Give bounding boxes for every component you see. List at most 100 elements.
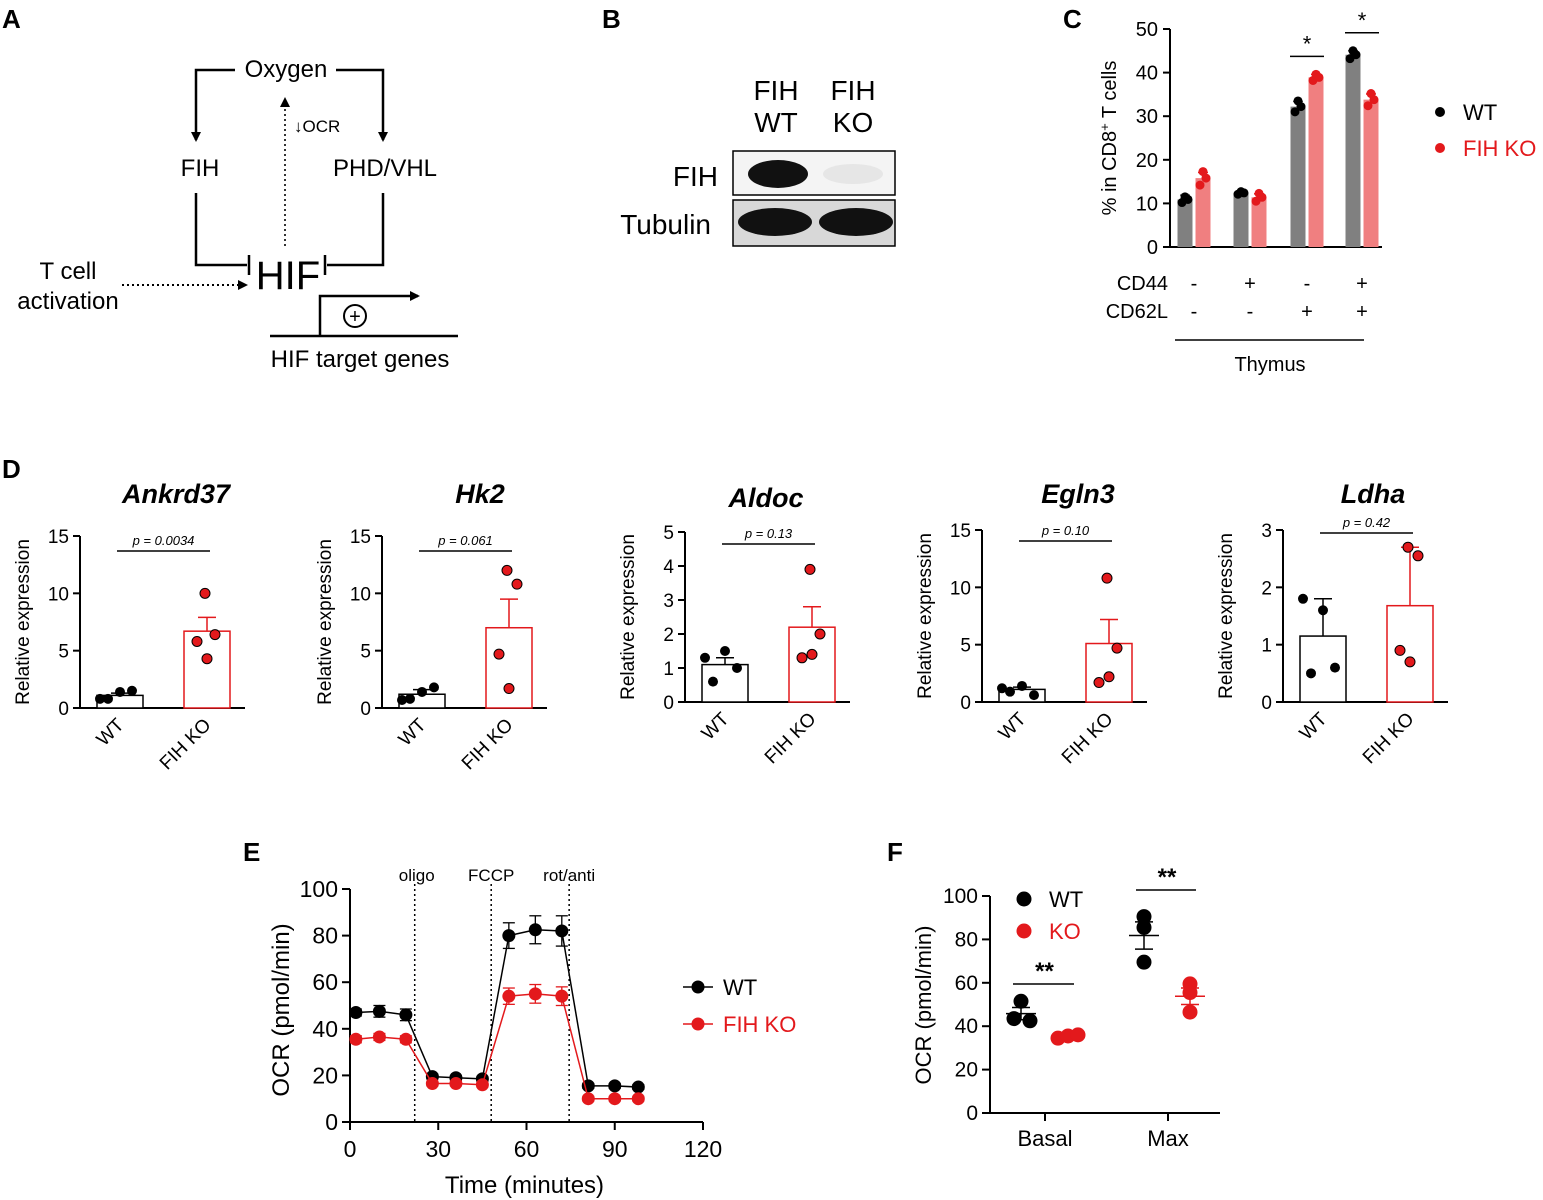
e-y-tick-label: 20 [312, 1062, 338, 1088]
blot-col2-line1: FIH [830, 75, 875, 106]
d-bar-ko [788, 626, 836, 703]
e-point [528, 987, 542, 1001]
e-point [372, 1030, 386, 1044]
e-line-segment [405, 1014, 434, 1077]
e-point [349, 1032, 363, 1046]
e-y-tick-label: 80 [312, 923, 338, 949]
f-point-ko [1070, 1027, 1086, 1043]
e-x-tick-label: 30 [425, 1136, 451, 1162]
c-bar-ko [1363, 99, 1379, 247]
d-y-tick-label: 5 [58, 642, 69, 663]
e-point [349, 1005, 363, 1019]
c-bar-wt [1290, 106, 1306, 247]
d-bar-ko [485, 626, 533, 709]
panel-label-c: C [1063, 4, 1082, 34]
d-point-ko [1093, 677, 1105, 689]
e-series-wt [349, 915, 645, 1094]
c-ylabel-end: T cells [1099, 61, 1121, 124]
f-y-axis-title: OCR (pmol/min) [911, 926, 936, 1085]
d-y-axis-title: Relative expression [915, 533, 936, 699]
f-point-ko [1182, 1004, 1198, 1020]
f-legend-marker [1016, 891, 1032, 907]
d-y-tick-label: 0 [360, 699, 371, 720]
d-point-wt [115, 686, 125, 697]
f-y-tick-label: 60 [955, 972, 978, 995]
blot-col2-line2: KO [833, 107, 873, 138]
e-point [555, 989, 569, 1003]
c-cd62l-sign: - [1191, 301, 1198, 323]
d-y-tick-label: 15 [350, 527, 371, 548]
d-y-axis-title: Relative expression [315, 539, 336, 705]
c-cd44-sign: - [1191, 273, 1198, 295]
c-cd62l-sign: - [1247, 301, 1254, 323]
d-point-ko [209, 629, 221, 641]
c-legend-marker [1435, 143, 1445, 153]
oxygen-to-fih-arrow [191, 68, 235, 142]
d-point-ko [1111, 642, 1123, 654]
c-point-wt [1351, 50, 1361, 60]
c-cd44-sign: - [1304, 273, 1311, 295]
panel-label-f: F [887, 837, 903, 867]
c-y-axis-title: % in CD8+ T cells [1097, 61, 1122, 216]
e-point [502, 989, 516, 1003]
c-y-tick-label: 40 [1136, 63, 1158, 85]
d-point-ko [814, 628, 826, 640]
d-point-wt [397, 694, 407, 705]
c-point-ko [1314, 72, 1324, 82]
c-ylabel-main: % in CD8 [1099, 131, 1121, 215]
d-subchart-ankrd37: 0 5 10 15 Relative expression Ankrd37 p = 0.00… [13, 479, 245, 774]
c-bar-ko [1251, 197, 1267, 247]
c-cd62l-label: CD62L [1106, 301, 1168, 323]
d-pvalue-label: p = 0.061 [437, 533, 493, 548]
tcell-label-1: T cell [40, 258, 97, 285]
e-legend-label: WT [723, 975, 757, 1000]
c-y-tick-label: 20 [1136, 150, 1158, 172]
d-y-tick-label: 1 [663, 659, 674, 680]
phd-vhl-label: PHD/VHL [333, 155, 437, 182]
d-point-wt [103, 693, 113, 704]
oxygen-label: Oxygen [245, 56, 328, 83]
e-point [372, 1004, 386, 1018]
blot-row-tubulin: Tubulin [620, 209, 711, 240]
d-y-tick-label: 15 [950, 521, 971, 542]
d-point-wt [1029, 690, 1039, 701]
e-line-segment [481, 935, 510, 1080]
c-cd44-label: CD44 [1117, 273, 1168, 295]
d-y-tick-label: 1 [1261, 636, 1272, 657]
f-legend-marker [1016, 923, 1032, 939]
d-y-tick-label: 0 [58, 699, 69, 720]
d-point-ko [501, 564, 513, 576]
d-point-ko [191, 635, 203, 647]
e-y-tick-label: 0 [325, 1109, 338, 1135]
d-y-tick-label: 10 [950, 578, 971, 599]
d-point-ko [796, 652, 808, 664]
blot-band-tubulin-wt [738, 208, 812, 236]
d-point-wt [1005, 686, 1015, 697]
f-point-wt [1022, 1013, 1038, 1029]
f-sig-stars: ** [1035, 958, 1054, 985]
d-point-wt [732, 663, 742, 673]
d-y-tick-label: 5 [663, 523, 674, 544]
d-y-tick-label: 3 [663, 591, 674, 612]
d-x-tick-label: FIH KO [458, 715, 518, 775]
f-legend-label: WT [1049, 887, 1083, 912]
panel-label-e: E [243, 837, 260, 867]
e-point [528, 923, 542, 937]
d-point-ko [1412, 550, 1424, 562]
e-x-tick-label: 120 [684, 1136, 722, 1162]
e-line-segment [561, 995, 590, 1099]
c-bar-ko [1308, 77, 1324, 247]
e-injection-label: oligo [399, 866, 435, 885]
d-y-tick-label: 3 [1261, 521, 1272, 542]
f-y-tick-label: 40 [955, 1015, 978, 1038]
promoter-arrow [318, 291, 420, 335]
hif-label: HIF [256, 254, 320, 298]
c-legend-label: FIH KO [1463, 136, 1536, 161]
d-x-tick-label: WT [1296, 708, 1332, 744]
d-point-ko [1394, 644, 1406, 656]
f-point-wt [1136, 919, 1152, 935]
e-point [399, 1032, 413, 1046]
e-x-tick-label: 90 [602, 1136, 628, 1162]
d-point-ko [511, 578, 523, 590]
